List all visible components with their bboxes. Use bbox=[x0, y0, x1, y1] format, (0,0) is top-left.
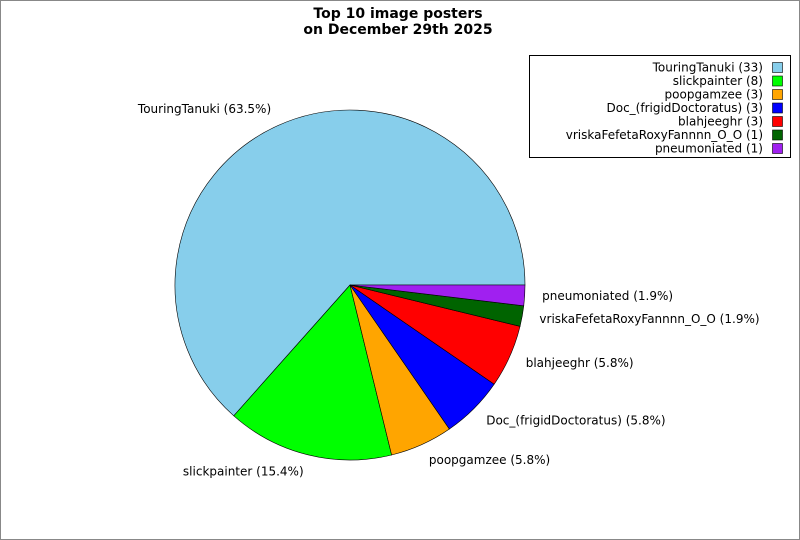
legend-label: vriskaFefetaRoxyFannnn_O_O (1) bbox=[566, 128, 763, 142]
legend-swatch bbox=[772, 89, 783, 100]
slice-label: Doc_(frigidDoctoratus) (5.8%) bbox=[486, 414, 665, 428]
legend-swatch bbox=[772, 62, 783, 73]
legend-swatch bbox=[772, 75, 783, 87]
legend-label: pneumoniated (1) bbox=[655, 142, 763, 156]
legend-box bbox=[529, 55, 791, 158]
chart-title: on December 29th 2025 bbox=[303, 22, 492, 38]
legend-label: slickpainter (8) bbox=[673, 74, 763, 88]
legend-label: blahjeeghr (3) bbox=[678, 115, 763, 129]
slice-label: poopgamzee (5.8%) bbox=[429, 453, 550, 467]
pie-slice bbox=[174, 109, 526, 417]
chart-title: Top 10 image posters bbox=[313, 6, 482, 22]
legend-swatch bbox=[772, 143, 783, 154]
legend-label: poopgamzee (3) bbox=[665, 88, 763, 102]
legend-label: Doc_(frigidDoctoratus) (3) bbox=[607, 101, 764, 115]
legend-swatch bbox=[772, 102, 783, 114]
pie-slice bbox=[233, 284, 392, 461]
slice-label: blahjeeghr (5.8%) bbox=[526, 356, 634, 370]
slice-label: vriskaFefetaRoxyFannnn_O_O (1.9%) bbox=[539, 312, 759, 326]
slice-label: TouringTanuki (63.5%) bbox=[137, 102, 271, 116]
legend-swatch bbox=[772, 116, 783, 127]
slice-label: slickpainter (15.4%) bbox=[183, 464, 304, 478]
pie-slice bbox=[349, 284, 526, 307]
legend-label: TouringTanuki (33) bbox=[652, 61, 763, 75]
slice-label: pneumoniated (1.9%) bbox=[542, 289, 673, 303]
legend-swatch bbox=[772, 129, 783, 141]
